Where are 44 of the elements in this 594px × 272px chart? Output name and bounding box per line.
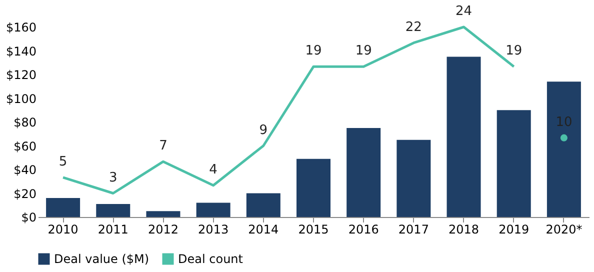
bar [46, 198, 80, 217]
y-tick-label: $100 [6, 92, 36, 106]
x-tick-label: 2017 [398, 222, 429, 236]
x-tick-label: 2013 [198, 222, 229, 236]
legend-label: Deal value ($M) [54, 252, 150, 266]
data-label: 7 [159, 138, 168, 154]
bar [96, 204, 130, 217]
x-tick-label: 2019 [498, 222, 530, 236]
x-tick-label: 2016 [348, 222, 379, 236]
data-label: 10 [556, 114, 572, 130]
bar [496, 110, 531, 217]
y-tick-label: $160 [6, 20, 36, 34]
x-tick-label: 2010 [48, 222, 78, 236]
x-tick-label: 2018 [448, 222, 480, 236]
bar [296, 158, 330, 217]
y-tick-label: $120 [6, 68, 36, 82]
data-label: 22 [405, 20, 422, 35]
data-label: 9 [259, 122, 268, 138]
y-tick-label: $20 [14, 186, 36, 201]
x-tick-label: 2015 [298, 222, 329, 236]
x-tick-label: 2020* [546, 222, 582, 236]
data-label: 5 [58, 154, 68, 170]
bar [346, 128, 381, 217]
data-label: 4 [209, 162, 218, 178]
bar [246, 193, 280, 217]
x-tick-label: 2014 [248, 222, 279, 236]
y-tick-label: $140 [6, 44, 36, 58]
legend-label: Deal count [178, 252, 244, 266]
y-tick-label: $80 [14, 116, 36, 130]
data-label: 3 [108, 170, 118, 186]
y-tick-label: $0 [21, 210, 36, 224]
bar [446, 56, 481, 217]
data-label: 24 [456, 4, 472, 19]
bar [396, 140, 431, 217]
bar [146, 211, 180, 217]
data-label: 19 [506, 44, 522, 59]
data-label: 19 [355, 44, 372, 59]
bar [546, 82, 581, 217]
bar [196, 202, 230, 217]
y-tick-label: $40 [14, 163, 36, 177]
data-label: 19 [305, 44, 322, 59]
x-tick-label: 2012 [148, 222, 178, 236]
y-tick-label: $60 [14, 139, 36, 154]
x-tick-label: 2011 [98, 222, 128, 236]
